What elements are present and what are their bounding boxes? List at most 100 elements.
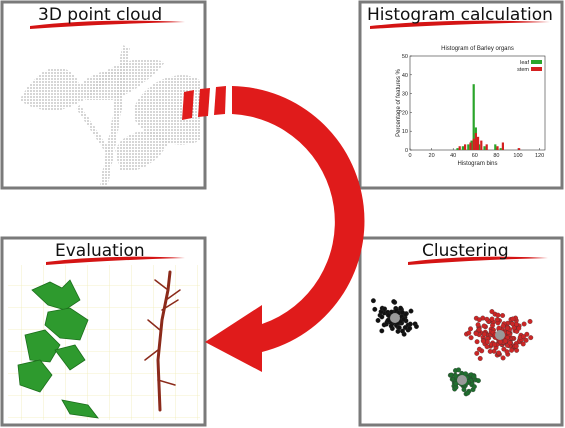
cluster-dot	[468, 326, 474, 332]
bar	[456, 148, 459, 150]
x-tick-label: 40	[450, 153, 456, 159]
bar	[476, 136, 480, 150]
cluster-dot	[471, 384, 477, 390]
cluster-dot	[489, 316, 495, 322]
bar	[483, 146, 486, 150]
cluster-dots	[370, 298, 534, 397]
histogram-chart: Histogram of Barley organs 0 10 20 30 40 50 0 20…	[396, 46, 546, 167]
cluster-dot	[471, 374, 477, 380]
cluster-dot	[379, 314, 385, 320]
cluster-dot	[477, 356, 483, 361]
cluster-dot	[375, 317, 381, 323]
cluster-dot	[492, 342, 498, 348]
x-tick-label: 0	[408, 153, 411, 159]
cluster-dot	[476, 346, 482, 352]
cluster-dot	[473, 331, 479, 337]
cluster-dot	[496, 350, 502, 356]
bar	[472, 138, 475, 150]
cluster-dot	[514, 321, 519, 327]
y-tick-label: 50	[402, 54, 408, 60]
cluster-dot	[474, 339, 480, 345]
cluster-dot	[456, 367, 462, 373]
bar	[467, 144, 470, 150]
cluster-dot	[401, 316, 407, 322]
bar	[494, 144, 497, 150]
cluster-dot	[521, 321, 527, 327]
cluster-dot	[510, 316, 516, 322]
cluster-dot	[496, 325, 502, 331]
cluster-dot	[484, 344, 490, 350]
bar	[496, 146, 499, 150]
cluster-dot	[396, 325, 402, 331]
cluster-dot	[463, 371, 469, 377]
cluster-dot	[502, 338, 508, 344]
bar	[499, 148, 502, 150]
cluster-dot	[461, 387, 467, 393]
x-tick-label: 60	[472, 153, 478, 159]
legend-label: leaf	[520, 60, 529, 66]
cluster-dot	[504, 349, 510, 355]
x-tick-label: 80	[493, 153, 499, 159]
leaf-shapes	[17, 279, 99, 419]
chart-title: Histogram of Barley organs	[441, 46, 514, 52]
cluster-dot	[524, 331, 530, 337]
cluster-dot	[476, 317, 482, 323]
panel-frame	[358, 0, 564, 190]
cluster-dot	[504, 325, 510, 331]
cycle-arrow	[182, 86, 365, 372]
cluster-dot	[494, 317, 500, 323]
cluster-dot	[481, 323, 487, 329]
bar	[458, 146, 461, 150]
cluster-dot	[413, 324, 419, 329]
cluster-dot	[475, 322, 481, 328]
cluster-dot	[370, 298, 376, 304]
y-tick-label: 10	[402, 129, 408, 135]
cluster-dot	[400, 328, 405, 334]
bar	[501, 142, 504, 150]
cluster-dot	[398, 305, 404, 311]
cluster-center	[495, 330, 505, 340]
cluster-dot	[528, 335, 534, 341]
cluster-dot	[453, 373, 459, 379]
cluster-dot	[391, 299, 397, 305]
bar	[518, 148, 521, 150]
cluster-dot	[399, 309, 405, 315]
x-tick-label: 100	[513, 153, 522, 159]
cluster-dot	[489, 309, 495, 315]
cluster-dot	[476, 327, 482, 333]
cluster-dot	[501, 346, 507, 352]
bar	[464, 144, 467, 150]
cluster-dot	[408, 308, 414, 314]
panel-title: Clustering	[422, 241, 509, 261]
cluster-dot	[527, 318, 533, 324]
cluster-dot	[516, 325, 522, 331]
cluster-dot	[495, 312, 501, 318]
cluster-center	[390, 313, 400, 323]
cluster-dot	[500, 355, 506, 361]
y-tick-label: 40	[402, 73, 408, 79]
cluster-dot	[474, 350, 480, 356]
cluster-dot	[520, 341, 526, 347]
cluster-dot	[484, 316, 490, 322]
cluster-dot	[466, 330, 472, 336]
bar	[472, 84, 475, 150]
panel-title: Evaluation	[55, 241, 145, 261]
cluster-dot	[468, 335, 474, 341]
bar	[469, 142, 472, 150]
title-swooshes	[30, 20, 550, 265]
cluster-dot	[402, 325, 408, 330]
cluster-dot	[497, 339, 503, 345]
x-axis-label: Histogram bins	[457, 161, 497, 167]
cluster-dot	[513, 343, 519, 349]
legend-label: stem	[517, 67, 529, 73]
stem-shapes	[144, 270, 181, 412]
cluster-dot	[475, 378, 481, 384]
y-tick-label: 0	[405, 148, 408, 154]
y-axis-label: Percentage of features %	[396, 68, 402, 136]
bar	[461, 146, 464, 150]
bar	[474, 133, 477, 150]
cluster-dot	[389, 309, 395, 315]
panel-title: Histogram calculation	[367, 5, 553, 25]
cluster-dot	[480, 338, 486, 344]
